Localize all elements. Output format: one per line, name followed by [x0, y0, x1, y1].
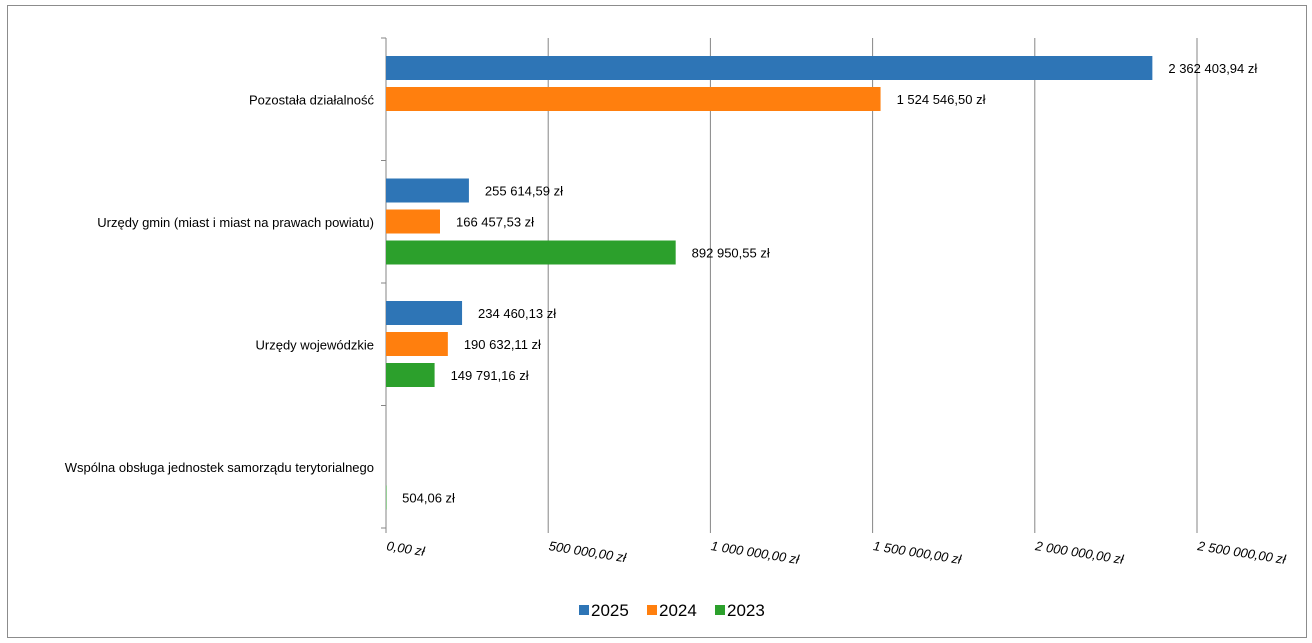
- bar-2024: [386, 332, 448, 356]
- x-tick-label: 2 500 000,00 zł: [1196, 538, 1288, 567]
- x-tick-label: 500 000,00 zł: [548, 538, 629, 565]
- category-label: Pozostała działalność: [249, 92, 375, 107]
- data-label: 234 460,13 zł: [478, 306, 556, 321]
- bar-2025: [386, 301, 463, 325]
- data-label: 255 614,59 zł: [485, 184, 563, 199]
- legend-label: 2024: [659, 601, 697, 620]
- category-label: Urzędy wojewódzkie: [256, 337, 375, 352]
- bar-2023: [386, 363, 435, 387]
- data-label: 149 791,16 zł: [451, 368, 529, 383]
- data-label: 504,06 zł: [402, 491, 455, 506]
- bar-2023: [386, 485, 387, 510]
- x-tick-label: 1 000 000,00 zł: [710, 538, 801, 567]
- category-label: Wspólna obsługa jednostek samorządu tery…: [65, 460, 374, 475]
- bar-2024: [386, 209, 440, 234]
- data-label: 166 457,53 zł: [456, 215, 534, 230]
- bar-2024: [386, 87, 881, 111]
- x-tick-label: 2 000 000,00 zł: [1033, 538, 1125, 567]
- bar-2025: [386, 178, 469, 203]
- data-label: 892 950,55 zł: [692, 246, 770, 261]
- legend-swatch-2024: [647, 605, 657, 615]
- legend-swatch-2025: [579, 605, 589, 615]
- x-tick-label: 0,00 zł: [386, 538, 427, 559]
- x-tick-label: 1 500 000,00 zł: [872, 538, 963, 567]
- data-label: 190 632,11 zł: [464, 337, 541, 352]
- legend-label: 2023: [727, 601, 765, 620]
- data-label: 2 362 403,94 zł: [1168, 61, 1257, 76]
- legend-label: 2025: [591, 601, 629, 620]
- bar-2023: [386, 240, 676, 265]
- legend-swatch-2023: [715, 605, 725, 615]
- bar-2025: [386, 56, 1153, 80]
- data-label: 1 524 546,50 zł: [897, 92, 986, 107]
- category-label: Urzędy gmin (miast i miast na prawach po…: [97, 215, 374, 230]
